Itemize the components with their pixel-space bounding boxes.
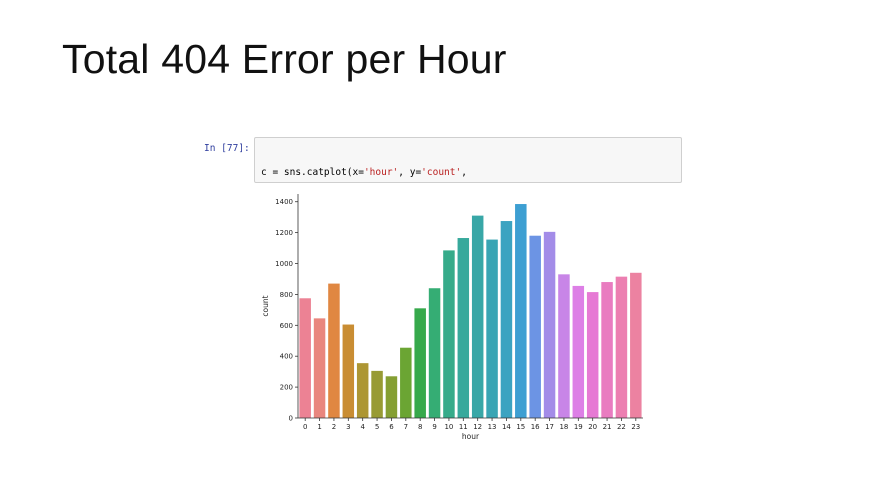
x-tick-label: 22: [617, 423, 626, 431]
bar-18: [558, 274, 570, 418]
y-axis-label: count: [261, 295, 270, 316]
bar-22: [615, 276, 628, 418]
bar-5: [371, 370, 383, 418]
x-tick-label: 3: [346, 423, 350, 431]
bar-4: [356, 363, 369, 418]
bar-14: [500, 221, 513, 418]
x-tick-label: 19: [574, 423, 583, 431]
bar-10: [443, 250, 455, 418]
x-tick-label: 0: [303, 423, 307, 431]
bar-15: [515, 204, 527, 418]
y-tick-label: 0: [289, 415, 293, 423]
bar-11: [457, 238, 470, 418]
bar-19: [572, 285, 585, 418]
y-tick-label: 200: [280, 384, 293, 392]
x-tick-label: 21: [603, 423, 612, 431]
x-tick-label: 6: [389, 423, 394, 431]
x-tick-label: 2: [332, 423, 336, 431]
x-tick-label: 17: [545, 423, 554, 431]
bar-12: [471, 215, 484, 418]
bar-8: [414, 308, 426, 418]
x-tick-label: 18: [559, 423, 568, 431]
x-tick-label: 16: [531, 423, 540, 431]
code-cell[interactable]: c = sns.catplot(x='hour', y='count', dat…: [254, 137, 682, 183]
code-string: 'hour': [363, 167, 399, 178]
code-token: c = sns.catplot(x=: [261, 167, 364, 178]
y-tick-label: 600: [280, 322, 293, 330]
code-string: 'count': [421, 167, 462, 178]
x-tick-label: 13: [488, 423, 497, 431]
y-tick-label: 800: [280, 291, 293, 299]
x-tick-label: 15: [516, 423, 525, 431]
x-tick-label: 9: [432, 423, 436, 431]
bar-17: [543, 231, 556, 418]
bar-16: [529, 235, 541, 418]
code-token: ,: [461, 167, 467, 178]
x-tick-label: 5: [375, 423, 379, 431]
x-tick-label: 14: [502, 423, 511, 431]
x-tick-label: 23: [631, 423, 640, 431]
y-tick-label: 400: [280, 353, 293, 361]
y-tick-label: 1400: [275, 198, 293, 206]
x-tick-label: 11: [459, 423, 468, 431]
x-tick-label: 10: [444, 423, 453, 431]
x-tick-label: 8: [418, 423, 422, 431]
bar-2: [328, 283, 340, 418]
x-tick-label: 7: [404, 423, 408, 431]
bar-9: [428, 288, 441, 418]
x-axis-label: hour: [462, 432, 480, 441]
x-tick-label: 1: [317, 423, 321, 431]
code-token: , y=: [398, 167, 422, 178]
bar-21: [601, 282, 613, 418]
slide-title: Total 404 Error per Hour: [62, 36, 507, 82]
y-tick-label: 1200: [275, 229, 293, 237]
bar-6: [385, 376, 398, 418]
code-line-1: c = sns.catplot(x='hour', y='count',: [261, 167, 675, 180]
bar-23: [630, 272, 642, 418]
bar-7: [400, 347, 412, 418]
x-tick-label: 4: [360, 423, 365, 431]
x-tick-label: 20: [588, 423, 597, 431]
cell-prompt: In [77]:: [204, 143, 250, 154]
bar-13: [486, 239, 498, 418]
x-tick-label: 12: [473, 423, 482, 431]
bar-20: [586, 292, 599, 418]
y-tick-label: 1000: [275, 260, 293, 268]
bar-1: [313, 318, 326, 418]
bar-0: [299, 298, 311, 418]
bar-3: [342, 324, 355, 418]
